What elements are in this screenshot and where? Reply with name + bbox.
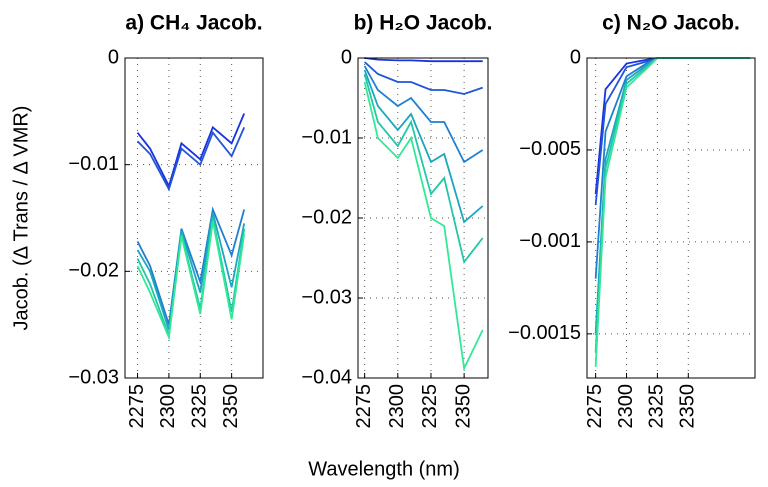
y-tick-label: 0 [341, 46, 352, 68]
x-tick-label: 2300 [615, 384, 637, 429]
data-line [363, 69, 484, 224]
x-tick-label: 2325 [646, 384, 668, 429]
x-tick-label: 2350 [220, 384, 242, 429]
plot-area [125, 58, 263, 378]
y-tick-label: 0 [570, 46, 581, 68]
y-tick-label: −0.001 [519, 230, 581, 252]
y-tick-label: −0.03 [68, 366, 119, 388]
x-tick-label: 2275 [353, 384, 375, 429]
data-line [136, 212, 246, 331]
x-tick-label: 2325 [189, 384, 211, 429]
x-tick-label: 2325 [419, 384, 441, 429]
x-tick-label: 2300 [386, 384, 408, 429]
data-line [364, 61, 483, 95]
y-tick-label: 0 [108, 46, 119, 68]
axes-box [586, 57, 756, 379]
chart-title: b) H₂O Jacob. [354, 12, 493, 35]
data-line [363, 73, 484, 265]
x-tick-label: 2300 [157, 384, 179, 429]
y-tick-label: −0.04 [301, 366, 352, 388]
y-tick-label: −0.0015 [508, 322, 581, 344]
data-line [363, 65, 484, 164]
y-tick-label: −0.02 [68, 260, 119, 282]
y-tick-label: −0.01 [68, 153, 119, 175]
y-tick-label: −0.03 [301, 286, 352, 308]
plot-area [587, 58, 755, 378]
y-tick-label: −0.02 [301, 206, 352, 228]
axes-box [124, 57, 264, 379]
data-line [364, 57, 483, 63]
axes-box [357, 57, 489, 379]
y-axis-label: Jacob. (Δ Trans / Δ VMR) [10, 106, 32, 331]
x-tick-label: 2350 [677, 384, 699, 429]
data-line [363, 81, 484, 372]
data-line [136, 221, 246, 341]
chart-title: a) CH₄ Jacob. [125, 12, 262, 35]
data-line [136, 126, 246, 192]
y-tick-label: −0.01 [301, 126, 352, 148]
x-tick-label: 2275 [126, 384, 148, 429]
chart-title: c) N₂O Jacob. [602, 12, 740, 35]
x-axis-label: Wavelength (nm) [308, 458, 460, 480]
data-line [136, 113, 246, 189]
data-line [136, 206, 246, 325]
x-tick-label: 2350 [452, 384, 474, 429]
y-tick-label: −0.005 [519, 138, 581, 160]
x-tick-label: 2275 [584, 384, 606, 429]
